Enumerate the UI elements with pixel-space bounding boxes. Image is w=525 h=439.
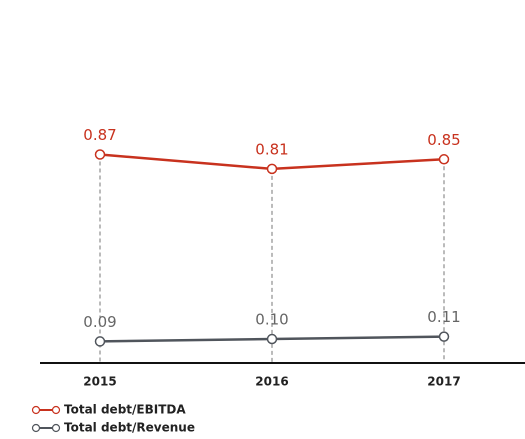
- value-label: 0.81: [255, 140, 288, 158]
- legend-marker: [31, 405, 41, 415]
- point: [438, 154, 450, 165]
- point: [94, 149, 106, 160]
- x-tick-label: 2016: [255, 375, 288, 389]
- value-label: 0.09: [83, 313, 116, 331]
- value-label: 0.85: [427, 131, 460, 149]
- point: [438, 331, 450, 342]
- value-label: 0.11: [427, 308, 460, 326]
- value-label: 0.87: [83, 126, 116, 144]
- x-tick-label: 2015: [83, 375, 116, 389]
- point: [266, 333, 278, 345]
- value-label: 0.10: [255, 311, 288, 329]
- legend-label: Total debt/EBITDA: [64, 403, 186, 417]
- legend-marker: [51, 405, 61, 415]
- legend-label: Total debt/Revenue: [64, 421, 195, 435]
- point: [266, 163, 278, 175]
- legend-marker: [51, 423, 61, 433]
- point: [94, 336, 106, 347]
- legend-marker: [31, 423, 41, 433]
- x-tick-label: 2017: [427, 375, 460, 389]
